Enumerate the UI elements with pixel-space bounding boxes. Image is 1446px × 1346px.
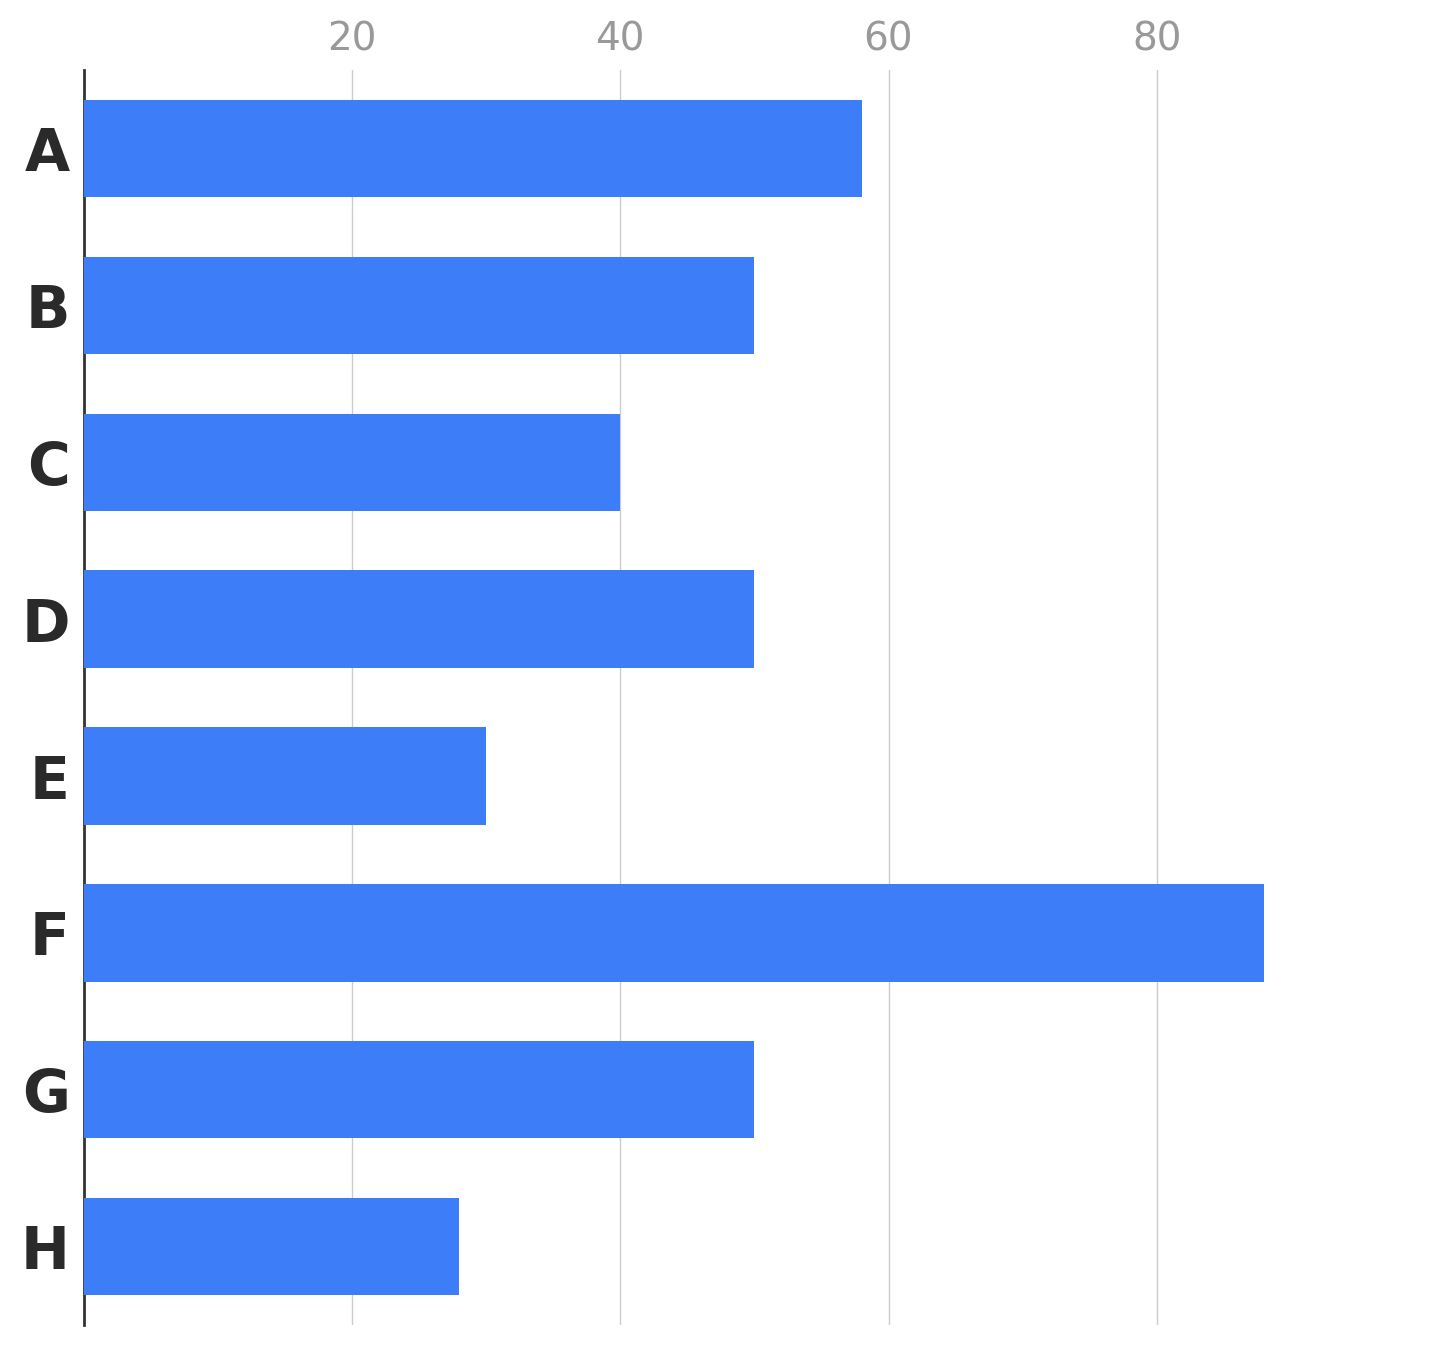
- Bar: [84, 413, 620, 511]
- Bar: [84, 1042, 755, 1139]
- Bar: [84, 884, 1264, 981]
- Bar: [84, 727, 486, 825]
- Bar: [84, 257, 755, 354]
- Bar: [84, 571, 755, 668]
- Bar: [84, 1198, 460, 1295]
- Bar: [84, 100, 862, 197]
